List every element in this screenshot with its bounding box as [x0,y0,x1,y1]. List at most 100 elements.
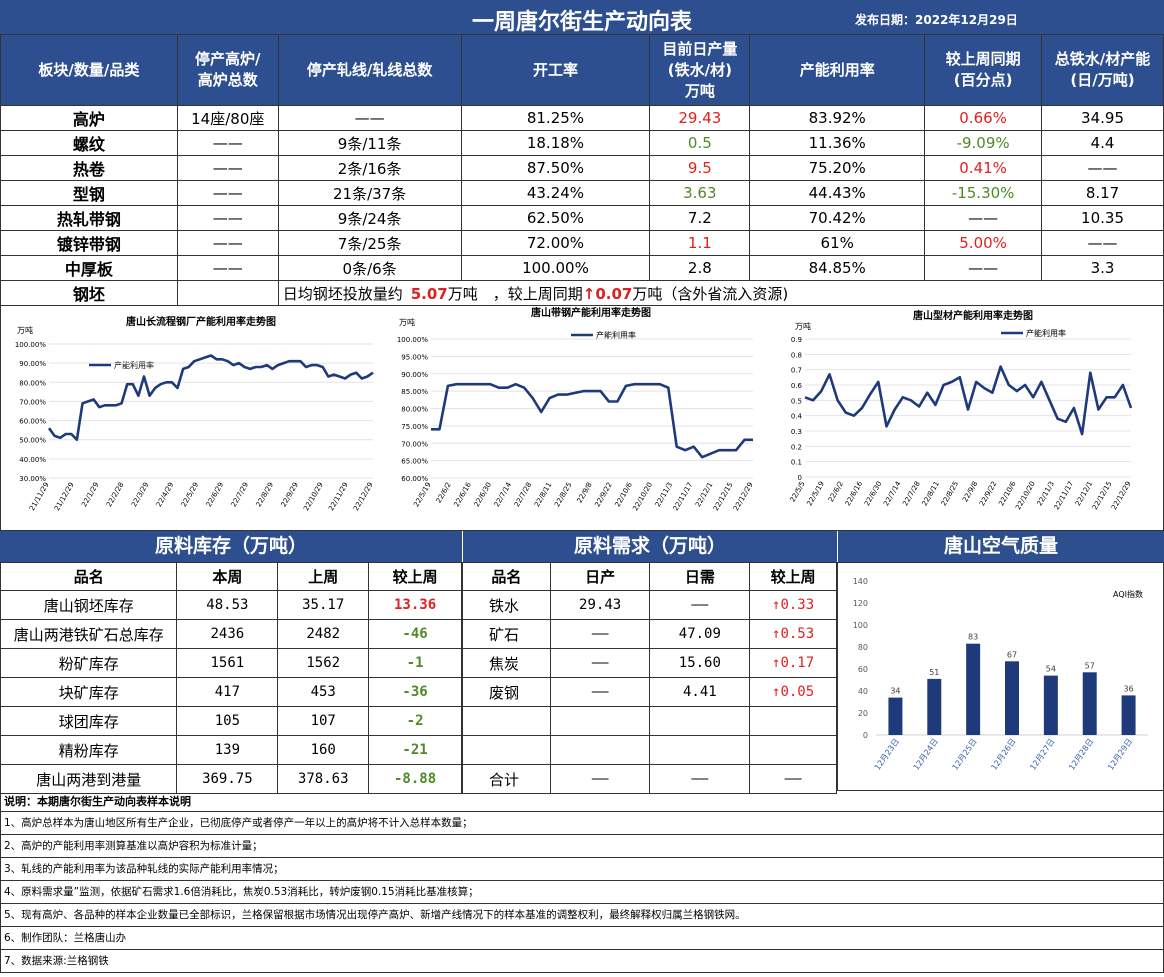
x-tick-label: 22/11/29 [327,481,350,512]
table-cell: —— [924,205,1043,231]
chart-unit: 万吨 [17,325,33,335]
table-cell [176,280,279,306]
table-cell: -9.09% [924,130,1043,156]
change-value: ↑0.17 [749,648,837,678]
billet-text: 5.07 [410,284,448,303]
table-cell: -15.30% [924,180,1043,206]
demand-title: 原料需求（万吨） [462,531,837,562]
bar [966,643,981,735]
x-tick-label: 22/4/29 [155,481,175,508]
change-value: 13.36 [368,590,462,620]
item-name: 唐山两港到港量 [0,764,178,794]
column-header: 日产 [549,562,651,591]
change-value: -46 [368,619,462,649]
chart-title: 唐山带钢产能利用率走势图 [531,306,651,319]
daily-demand [649,706,751,736]
row-name: 高炉 [0,105,178,131]
current-value: 417 [176,677,279,707]
item-name: 精粉库存 [0,735,178,765]
change-value: —— [749,764,837,794]
table-cell: 72.00% [460,230,651,256]
table-cell: 43.24% [460,180,651,206]
daily-demand: —— [649,590,751,620]
previous-value: 35.17 [277,590,370,620]
table-row: 镀锌带钢 —— 7条/25条 72.00% 1.1 61% 5.00% —— [0,230,1164,256]
table-cell: —— [277,105,462,131]
item-name: 块矿库存 [0,677,178,707]
change-value: ↑0.05 [749,677,837,707]
column-header: 较上周 [749,562,837,591]
x-tick-label: 22/5/19 [805,480,825,507]
y-tick-label: 80.00% [19,379,46,387]
x-tick-label: 22/11/3 [654,481,674,508]
x-tick-label: 22/10/6 [614,481,635,509]
series-line [431,382,753,459]
series-line [804,365,1133,436]
y-tick-label: 100.00% [15,341,46,349]
change-value [749,706,837,736]
bar [1121,695,1136,735]
column-header: 本周 [176,562,279,591]
x-tick-label: 22/6/30 [473,481,493,508]
table-cell: —— [176,205,279,231]
y-tick-label: 140 [853,577,868,586]
item-name: 球团库存 [0,706,178,736]
chart-unit: 万吨 [795,321,811,331]
previous-value: 160 [277,735,370,765]
table-cell: 10.35 [1041,205,1164,231]
table-row: 粉矿库存 1561 1562 -1 [0,648,462,678]
demand-table: 品名 日产 日需 较上周 铁水 29.43 —— ↑0.33 矿石 —— 47.09 ↑0.53 焦炭 —… [462,562,837,794]
chart-title: 唐山型材产能利用率走势图 [913,309,1033,322]
x-tick-label: 22/6/29 [205,481,225,508]
daily-production: —— [549,764,651,794]
y-tick-label: 90.00% [401,371,428,379]
table-cell: 3.3 [1041,255,1164,281]
row-name: 镀锌带钢 [0,230,178,256]
item-name: 唐山钢坯库存 [0,590,178,620]
table-row [462,706,837,736]
y-tick-label: 0 [798,474,802,482]
change-value [749,735,837,765]
y-tick-label: 0.5 [791,397,802,405]
y-tick-label: 80 [858,643,868,652]
x-tick-label: 22/9/22 [978,480,998,507]
table-cell: 18.18% [460,130,651,156]
table-row: 矿石 —— 47.09 ↑0.53 [462,619,837,649]
note-line: 3、轧线的产能利用率为该品种轧线的实际产能利用率情况； [0,858,1164,881]
charts-row: 唐山长流程钢厂产能利用率走势图 万吨 产能利用率 30.00% 40.00% 50.00%… [0,297,1164,531]
x-tick-label: 22/5/5 [789,480,807,504]
aqi-bar-chart: 0 20 40 60 80 100 120 140 AQI指数 34 12月23日 51 12月24日 8… [853,577,1148,772]
table-row: 唐山钢坯库存 48.53 35.17 13.36 [0,590,462,620]
x-tick-label: 22/12/15 [712,481,735,512]
table-cell: 3.63 [649,180,751,206]
y-tick-label: 90.00% [19,360,46,368]
x-tick-label: 22/11/17 [672,481,695,512]
x-tick-label: 22/6/2 [435,481,453,505]
x-tick-label: 12月23日 [873,737,901,772]
x-tick-label: 22/8/11 [533,481,553,508]
daily-production: —— [549,677,651,707]
series-line [47,354,374,441]
change-value: -1 [368,648,462,678]
y-tick-label: 20 [858,709,868,718]
table-cell: 0.41% [924,155,1043,181]
y-tick-label: 40.00% [19,456,46,464]
table-cell: 11.36% [749,130,926,156]
item-name: 焦炭 [462,648,551,678]
y-tick-label: 65.00% [401,458,428,466]
table-cell: —— [176,255,279,281]
change-value: -36 [368,677,462,707]
data-label: 67 [1007,650,1017,659]
change-value: ↑0.53 [749,619,837,649]
table-row: 螺纹 —— 9条/11条 18.18% 0.5 11.36% -9.09% 4.4 [0,130,1164,156]
column-header: 上周 [277,562,370,591]
table-cell: 84.85% [749,255,926,281]
x-tick-label: 22/8/29 [255,481,275,508]
table-cell: 5.00% [924,230,1043,256]
data-label: 83 [968,633,978,642]
legend-label: 产能利用率 [596,330,636,340]
bar [888,697,903,735]
item-name: 合计 [462,764,551,794]
table-cell: —— [176,230,279,256]
